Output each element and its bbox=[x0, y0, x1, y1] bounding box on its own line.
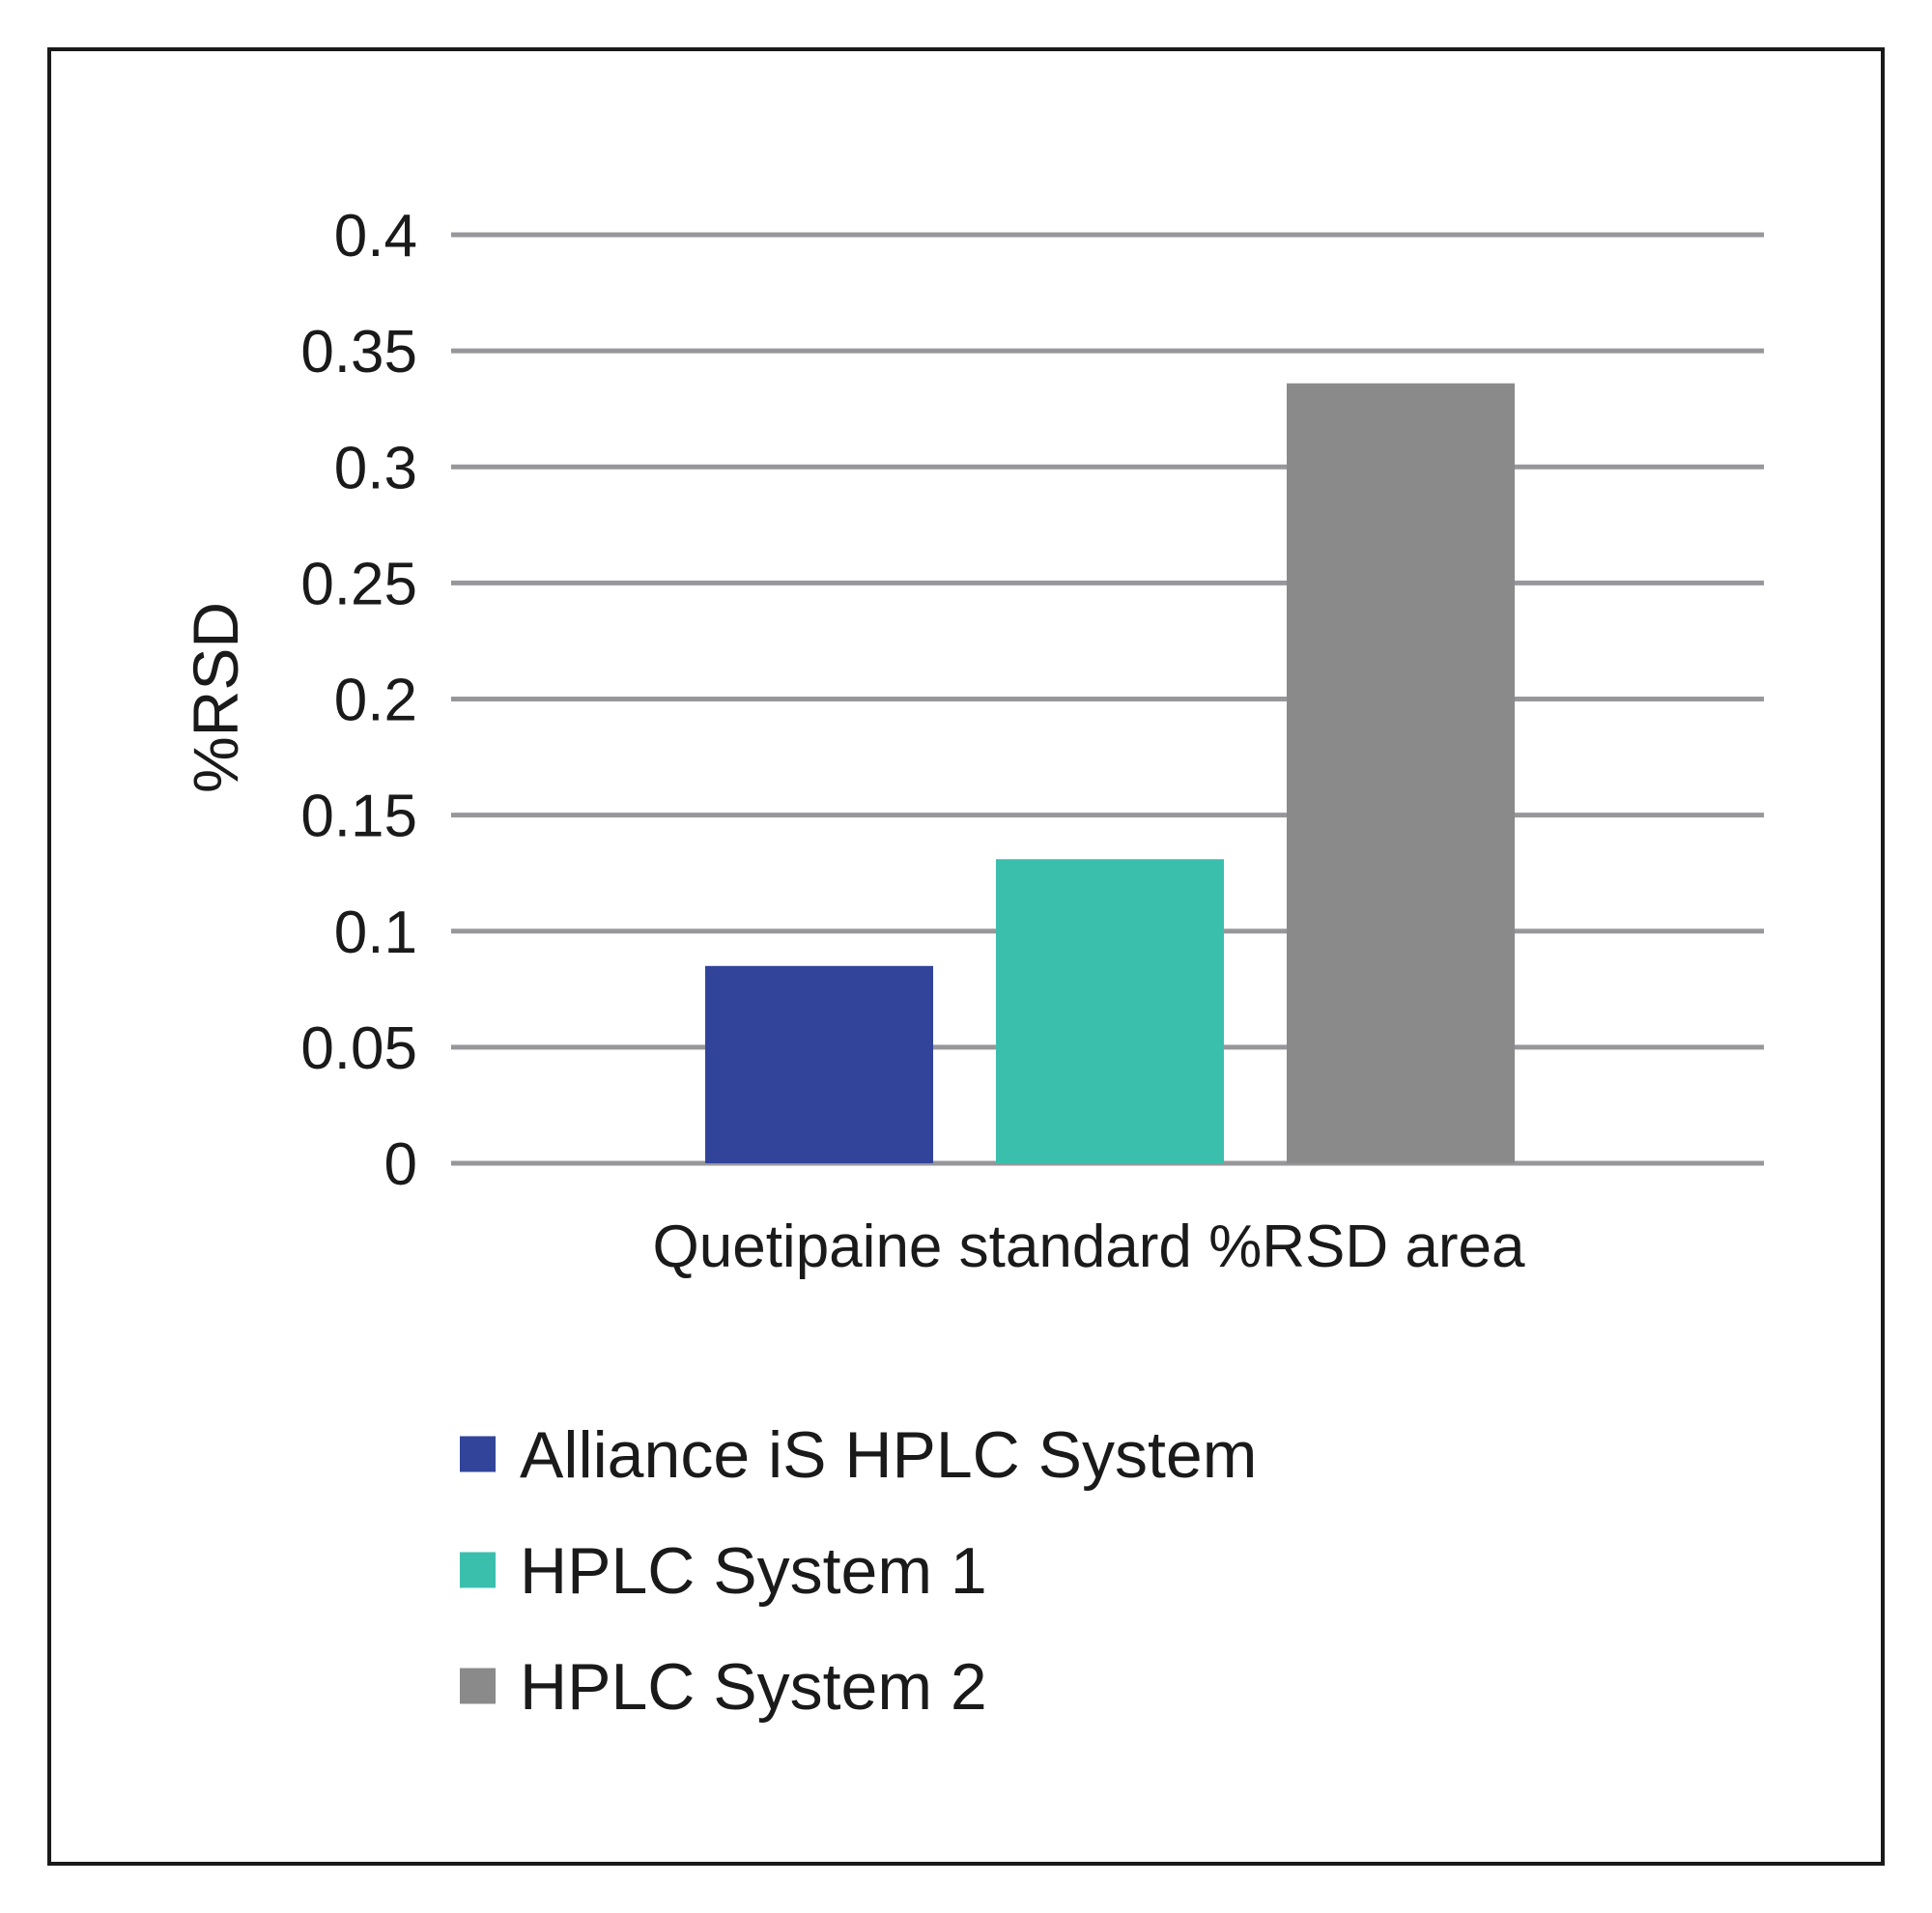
legend-swatch bbox=[460, 1436, 496, 1472]
y-tick-label: 0.1 bbox=[334, 899, 417, 966]
y-tick-label: 0.4 bbox=[334, 203, 417, 270]
bars bbox=[705, 383, 1515, 1163]
y-tick-label: 0.25 bbox=[300, 551, 417, 617]
legend-label: HPLC System 1 bbox=[520, 1534, 987, 1608]
legend-swatch bbox=[460, 1552, 496, 1588]
y-axis-ticks: 0 0.05 0.1 0.15 0.2 0.25 0.3 0.35 0.4 bbox=[300, 203, 417, 1198]
legend-label: HPLC System 2 bbox=[520, 1650, 987, 1724]
y-tick-label: 0.15 bbox=[300, 784, 417, 850]
y-tick-label: 0.3 bbox=[334, 435, 417, 501]
y-tick-label: 0.05 bbox=[300, 1015, 417, 1082]
y-axis-title: %RSD bbox=[180, 602, 251, 793]
y-tick-label: 0.35 bbox=[300, 319, 417, 385]
y-tick-label: 0 bbox=[384, 1131, 417, 1198]
bar-alliance-is-hplc-system bbox=[705, 965, 933, 1163]
legend-swatch bbox=[460, 1668, 496, 1704]
x-category-label: Quetipaine standard %RSD area bbox=[653, 1213, 1525, 1280]
legend: Alliance iS HPLC System HPLC System 1 HPLC… bbox=[460, 1418, 1257, 1724]
bar-hplc-system-1 bbox=[996, 859, 1224, 1163]
bar-hplc-system-2 bbox=[1287, 383, 1515, 1163]
legend-label: Alliance iS HPLC System bbox=[520, 1418, 1257, 1492]
y-tick-label: 0.2 bbox=[334, 668, 417, 734]
gridlines bbox=[451, 232, 1764, 1166]
